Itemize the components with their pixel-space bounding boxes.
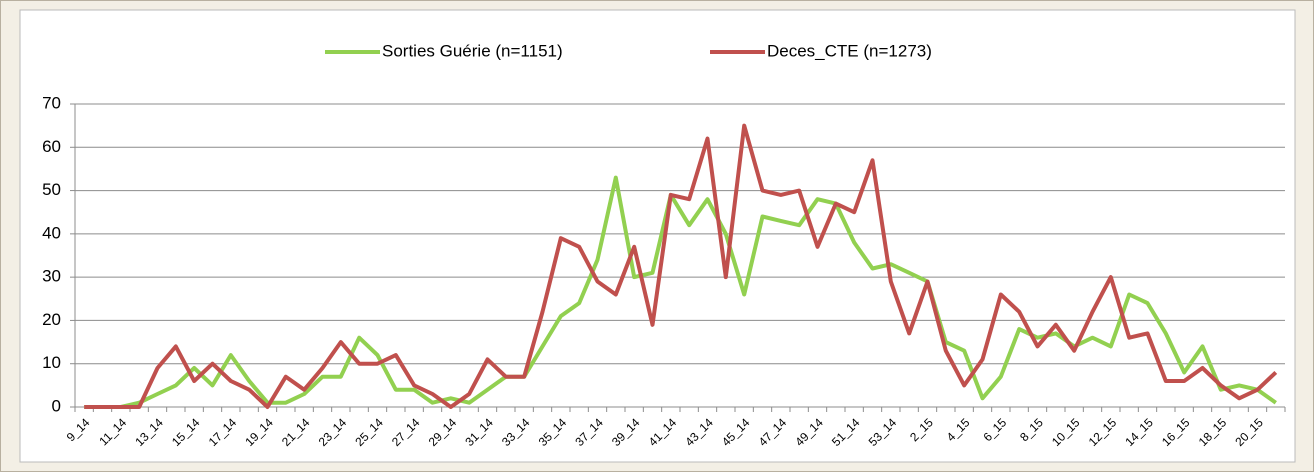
y-tick-label: 60 xyxy=(42,137,61,156)
y-tick-label: 40 xyxy=(42,223,61,242)
y-tick-label: 0 xyxy=(52,396,61,415)
legend-label: Deces_CTE (n=1273) xyxy=(767,41,932,60)
y-tick-label: 30 xyxy=(42,267,61,286)
y-tick-label: 50 xyxy=(42,180,61,199)
series-line xyxy=(84,123,1278,409)
y-tick-label: 10 xyxy=(42,353,61,372)
legend-label: Sorties Guérie (n=1151) xyxy=(382,41,563,60)
y-tick-label: 70 xyxy=(42,93,61,112)
chart-area xyxy=(19,9,1296,463)
y-tick-label: 20 xyxy=(42,310,61,329)
